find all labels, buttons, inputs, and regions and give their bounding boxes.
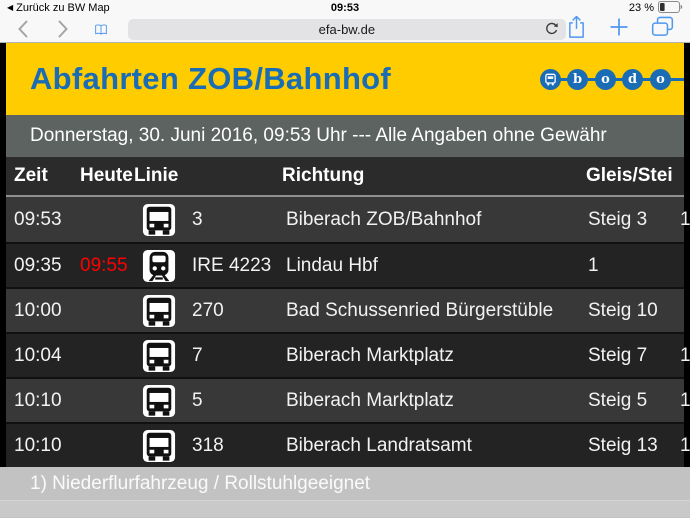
bodo-logo: b o d o (540, 69, 684, 90)
footnote-bar: 1) Niederflurfahrzeug / Rollstuhlgeeigne… (0, 467, 690, 518)
plus-icon (610, 18, 628, 35)
back-button[interactable] (16, 20, 30, 38)
line-number: 3 (192, 208, 203, 230)
table-row: 09:53 3 Biberach ZOB/Bahnhof Steig 3 1) (6, 197, 690, 242)
line-number: 270 (192, 299, 224, 321)
destination: Lindau Hbf (286, 254, 378, 276)
bodo-letter: b (567, 69, 588, 90)
table-header-row: Zeit Heute Linie Richtung Gleis/Stei (6, 157, 684, 197)
platform: Steig 7 (588, 344, 648, 366)
back-triangle-icon: ◀ (7, 3, 14, 12)
bodo-letter: d (622, 69, 643, 90)
header-zeit: Zeit (14, 165, 48, 186)
platform: Steig 5 (588, 389, 648, 411)
destination: Biberach Marktplatz (286, 389, 454, 411)
bus-icon (142, 384, 192, 418)
departure-time: 10:00 (14, 299, 62, 321)
page-banner: Abfahrten ZOB/Bahnhof b o d o (6, 43, 684, 115)
tabs-icon (651, 16, 674, 36)
footnote-text: 1) Niederflurfahrzeug / Rollstuhlgeeigne… (0, 467, 690, 501)
departure-time: 10:04 (14, 344, 62, 366)
footnote-spacer (0, 501, 690, 517)
battery-percent: 23 % (628, 2, 654, 14)
forward-chevron-icon (58, 20, 68, 38)
departure-table: Zeit Heute Linie Richtung Gleis/Stei 09:… (6, 157, 690, 467)
train-icon (142, 249, 192, 283)
departure-time: 10:10 (14, 389, 62, 411)
share-button[interactable] (566, 15, 587, 44)
bookmarks-button[interactable] (94, 20, 108, 39)
bodo-letter: o (595, 69, 616, 90)
share-icon (569, 15, 584, 38)
destination: Biberach Landratsamt (286, 434, 472, 456)
status-clock: 09:53 (330, 2, 360, 14)
header-richtung: Richtung (282, 165, 365, 186)
table-row: 10:04 7 Biberach Marktplatz Steig 7 1) (6, 332, 690, 377)
departure-time: 09:35 (14, 254, 62, 276)
line-number: 318 (192, 434, 224, 456)
line-number: IRE 4223 (192, 254, 272, 276)
delay-time: 09:55 (80, 254, 128, 276)
table-row: 10:10 5 Biberach Marktplatz Steig 5 1) (6, 377, 690, 422)
footnote-ref: 1) (680, 344, 690, 366)
reload-button[interactable] (544, 22, 559, 40)
footnote-ref: 1) (680, 434, 690, 456)
back-chevron-icon (18, 20, 28, 38)
platform: 1 (588, 254, 599, 276)
forward-button[interactable] (56, 20, 70, 38)
bookmarks-book-icon (94, 23, 107, 35)
date-info-text: Donnerstag, 30. Juni 2016, 09:53 Uhr ---… (30, 125, 607, 146)
line-number: 7 (192, 344, 203, 366)
destination: Biberach ZOB/Bahnhof (286, 208, 482, 230)
page-title: Abfahrten ZOB/Bahnhof (30, 61, 392, 96)
bus-icon (142, 339, 192, 373)
footnote-ref: 1) (680, 208, 690, 230)
new-tab-button[interactable] (609, 17, 629, 42)
address-url: efa-bw.de (318, 21, 376, 37)
browser-toolbar: efa-bw.de (0, 15, 690, 44)
line-number: 5 (192, 389, 203, 411)
address-bar[interactable]: efa-bw.de (127, 18, 566, 40)
header-heute: Heute (80, 165, 133, 186)
date-info-bar: Donnerstag, 30. Juni 2016, 09:53 Uhr ---… (6, 115, 684, 157)
tabs-button[interactable] (651, 16, 674, 42)
battery-icon (658, 0, 683, 16)
bodo-vehicle-icon (540, 69, 561, 90)
platform: Steig 3 (588, 208, 648, 230)
platform: Steig 13 (588, 434, 658, 456)
bus-icon (142, 294, 192, 328)
back-to-app-label: Zurück zu BW Map (16, 2, 110, 14)
platform: Steig 10 (588, 299, 658, 321)
table-row: 10:10 318 Biberach Landratsamt Steig 13 … (6, 422, 690, 467)
bus-icon (142, 203, 192, 237)
departure-time: 09:53 (14, 208, 62, 230)
reload-icon (546, 22, 558, 34)
table-row: 10:00 270 Bad Schussenried Bürgerstüble … (6, 287, 684, 332)
header-gleis: Gleis/Stei (586, 165, 673, 186)
departure-time: 10:10 (14, 434, 62, 456)
back-to-app-link[interactable]: ◀ Zurück zu BW Map (7, 2, 110, 14)
destination: Biberach Marktplatz (286, 344, 454, 366)
footnote-ref: 1) (680, 389, 690, 411)
table-row: 09:35 09:55 IRE 4223 Lindau Hbf 1 (6, 242, 684, 287)
bus-icon (142, 429, 192, 463)
bodo-letter: o (650, 69, 671, 90)
header-linie: Linie (134, 165, 179, 186)
destination: Bad Schussenried Bürgerstüble (286, 299, 554, 321)
status-bar: ◀ Zurück zu BW Map 09:53 23 % (0, 0, 690, 16)
